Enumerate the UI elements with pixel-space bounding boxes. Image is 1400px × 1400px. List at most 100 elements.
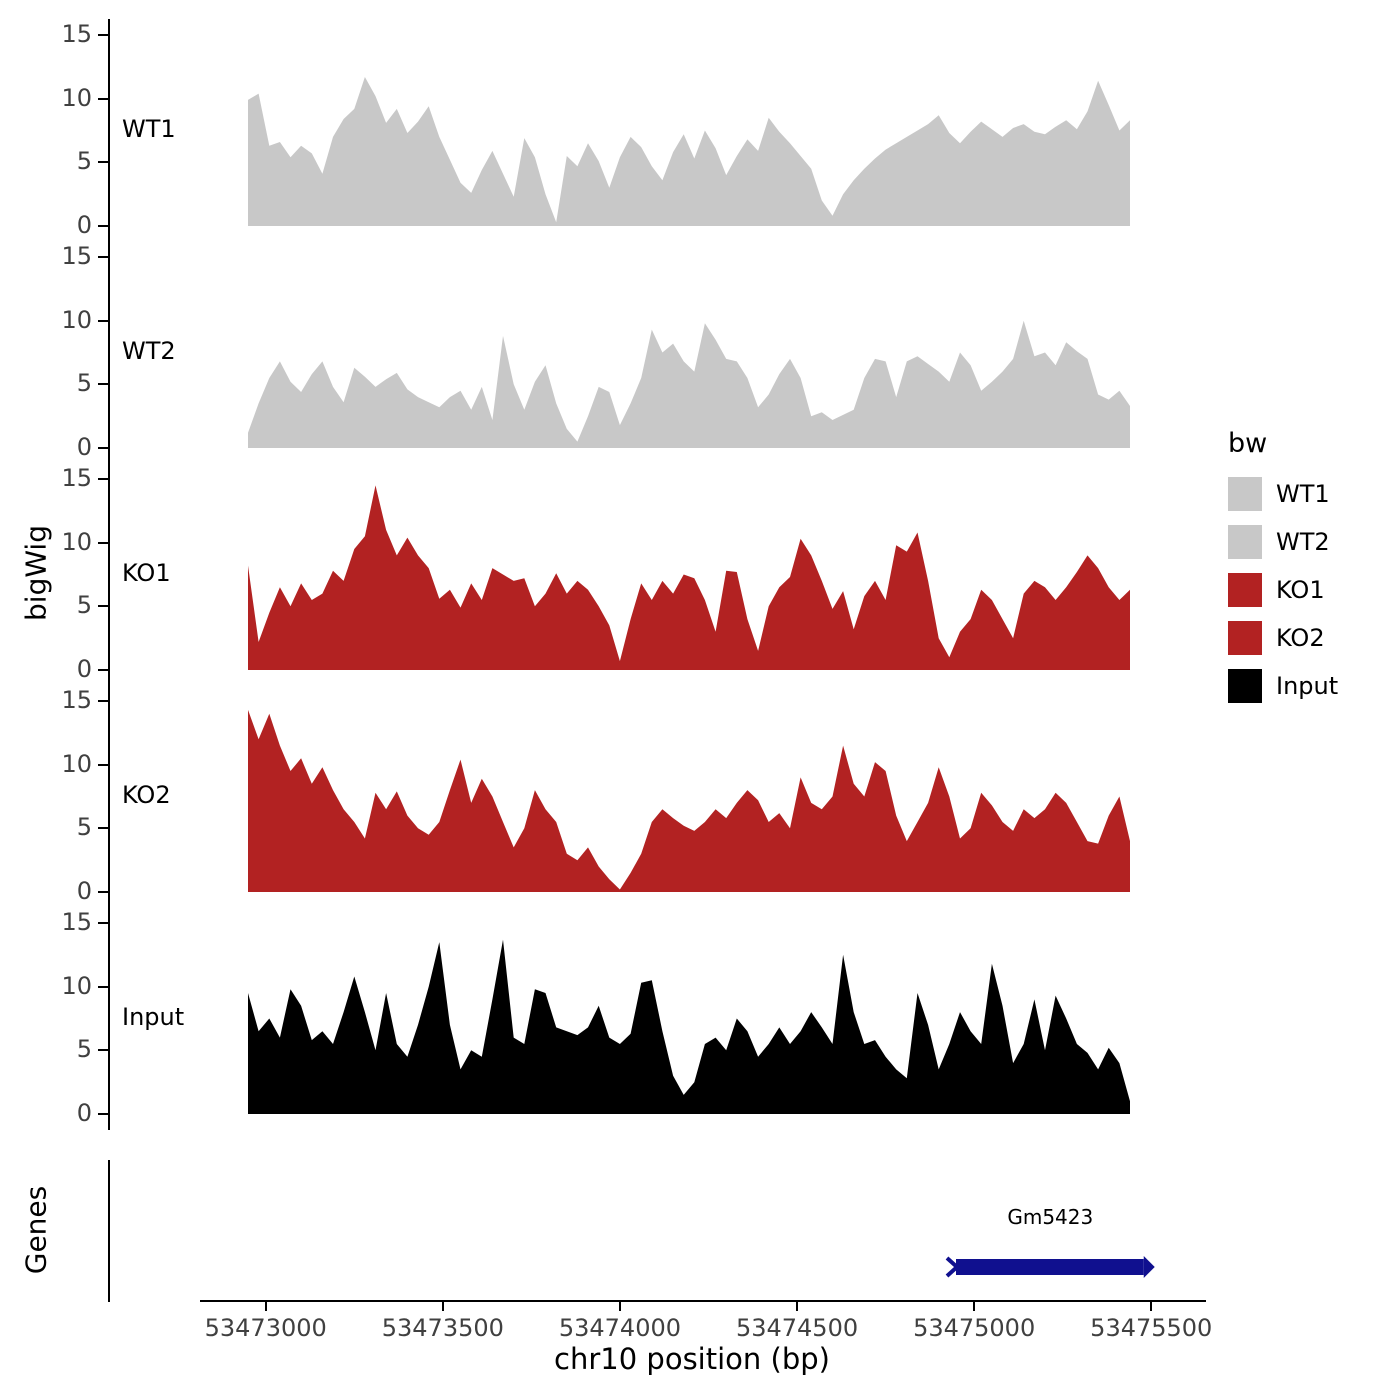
area-path	[248, 320, 1130, 448]
y-tick-mark	[98, 34, 108, 36]
y-tick-mark	[98, 383, 108, 386]
y-tick-label: 10	[61, 749, 92, 778]
y-tick-label: 15	[61, 242, 92, 270]
y-tick-label: 5	[76, 591, 92, 620]
y-tick-mark	[98, 478, 108, 480]
y-tick-label: 0	[76, 655, 92, 683]
legend-entry-label: KO1	[1276, 576, 1325, 604]
legend: bw WT1 WT2 KO1 KO2 Input	[1228, 428, 1338, 717]
y-tick-label: 15	[61, 20, 92, 48]
area-path	[248, 485, 1130, 670]
legend-entry-input: Input	[1228, 669, 1338, 703]
x-tick-mark	[441, 1302, 444, 1311]
legend-entry-ko2: KO2	[1228, 621, 1338, 655]
y-axis-line	[108, 907, 110, 1130]
area-path	[248, 709, 1130, 892]
y-tick-label: 10	[61, 83, 92, 112]
track-label: KO1	[122, 559, 171, 587]
legend-swatch-icon	[1228, 573, 1262, 607]
gene-strand-arrow-icon	[1144, 1256, 1156, 1278]
y-tick-label: 10	[61, 305, 92, 334]
x-tick-label: 53475000	[913, 1314, 1036, 1342]
y-tick-mark	[98, 763, 108, 766]
y-tick-mark	[98, 447, 108, 449]
coverage-area-wt1	[248, 77, 1130, 226]
y-tick-mark	[98, 985, 108, 988]
y-tick-label: 0	[76, 1099, 92, 1127]
x-axis-title: chr10 position (bp)	[554, 1342, 830, 1376]
x-tick-mark	[264, 1302, 267, 1311]
legend-entry-ko1: KO1	[1228, 573, 1338, 607]
y-tick-label: 5	[76, 1035, 92, 1064]
gene-body	[956, 1259, 1145, 1275]
x-tick-label: 53473500	[381, 1314, 504, 1342]
y-tick-label: 5	[76, 147, 92, 176]
legend-title: bw	[1228, 428, 1268, 459]
y-tick-mark	[98, 669, 108, 671]
y-axis-line	[108, 19, 110, 242]
x-tick-label: 53475500	[1090, 1314, 1213, 1342]
track-label: Input	[122, 1003, 185, 1031]
legend-entries: WT1 WT2 KO1 KO2 Input	[1228, 477, 1338, 703]
x-tick-mark	[796, 1302, 799, 1311]
gene-name-label: Gm5423	[1007, 1205, 1094, 1229]
y-axis-line	[108, 241, 110, 464]
area-path	[248, 939, 1130, 1114]
y-tick-label: 15	[61, 686, 92, 714]
y-tick-mark	[98, 225, 108, 227]
x-axis-line	[200, 1300, 1206, 1302]
coverage-area-wt2	[248, 320, 1130, 448]
y-tick-label: 0	[76, 211, 92, 239]
y-tick-mark	[98, 1113, 108, 1115]
coverage-area-ko1	[248, 485, 1130, 670]
y-tick-mark	[98, 541, 108, 544]
y-tick-mark	[98, 319, 108, 322]
legend-entry-wt1: WT1	[1228, 477, 1338, 511]
track-label: WT2	[122, 337, 176, 365]
coverage-area-ko2	[248, 709, 1130, 892]
y-tick-label: 0	[76, 877, 92, 905]
gene-glyph	[946, 1256, 1156, 1278]
genes-axis-line	[108, 1160, 110, 1302]
legend-entry-label: KO2	[1276, 624, 1325, 652]
legend-swatch-icon	[1228, 669, 1262, 703]
genes-axis-title: Genes	[19, 1185, 53, 1275]
x-tick-label: 53473000	[204, 1314, 327, 1342]
legend-entry-label: WT2	[1276, 528, 1330, 556]
x-tick-label: 53474000	[558, 1314, 681, 1342]
legend-swatch-icon	[1228, 621, 1262, 655]
y-tick-mark	[98, 922, 108, 924]
x-tick-mark	[973, 1302, 976, 1311]
x-tick-mark	[618, 1302, 621, 1311]
y-tick-label: 15	[61, 464, 92, 492]
legend-entry-wt2: WT2	[1228, 525, 1338, 559]
y-tick-label: 10	[61, 527, 92, 556]
y-tick-mark	[98, 827, 108, 830]
y-tick-label: 5	[76, 813, 92, 842]
legend-swatch-icon	[1228, 525, 1262, 559]
y-tick-label: 0	[76, 433, 92, 461]
y-tick-label: 15	[61, 908, 92, 936]
y-tick-mark	[98, 161, 108, 164]
legend-swatch-icon	[1228, 477, 1262, 511]
track-label: WT1	[122, 115, 176, 143]
legend-entry-label: WT1	[1276, 480, 1330, 508]
legend-entry-label: Input	[1276, 672, 1339, 700]
y-tick-mark	[98, 1049, 108, 1052]
y-tick-label: 10	[61, 971, 92, 1000]
coverage-area-input	[248, 939, 1130, 1114]
y-axis-line	[108, 685, 110, 908]
area-path	[248, 77, 1130, 226]
y-axis-line	[108, 463, 110, 686]
y-tick-mark	[98, 256, 108, 258]
y-tick-mark	[98, 605, 108, 608]
y-tick-mark	[98, 891, 108, 893]
x-tick-mark	[1150, 1302, 1153, 1311]
gene-direction-chevron-icon	[946, 1256, 961, 1278]
y-tick-mark	[98, 97, 108, 100]
track-label: KO2	[122, 781, 171, 809]
x-tick-label: 53474500	[735, 1314, 859, 1342]
y-tick-label: 5	[76, 369, 92, 398]
y-tick-mark	[98, 700, 108, 702]
